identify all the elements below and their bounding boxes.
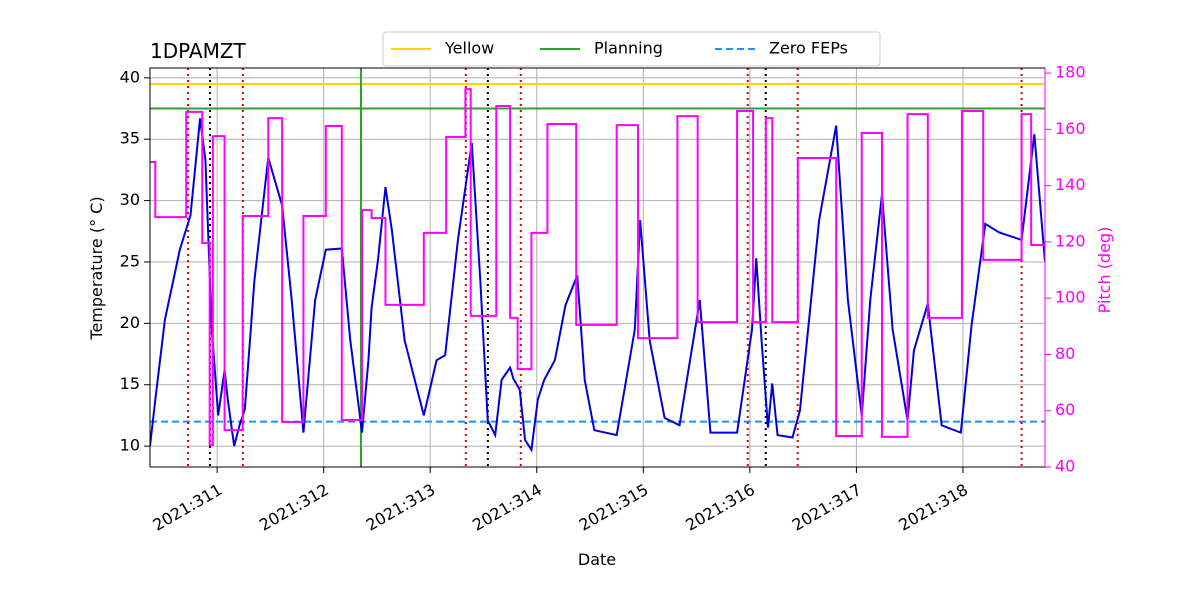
legend-label: Planning	[594, 39, 663, 58]
y2-tick-label: 60	[1055, 400, 1075, 419]
y2-tick-label: 80	[1055, 344, 1075, 363]
y2-tick-label: 100	[1055, 288, 1086, 307]
x-axis-label: Date	[578, 550, 616, 569]
plot-frame	[149, 67, 1046, 468]
x-tick-label: 2021:316	[682, 480, 758, 535]
x-tick-label: 2021:315	[576, 480, 652, 535]
series-line	[150, 88, 1045, 447]
y-tick-label: 35	[120, 129, 140, 148]
y2-tick-label: 40	[1055, 457, 1075, 476]
y-tick-label: 30	[120, 190, 140, 209]
legend-box	[382, 31, 881, 67]
y-tick-label: 10	[120, 436, 140, 455]
y2-tick-label: 160	[1055, 119, 1086, 138]
y2-tick-label: 120	[1055, 231, 1086, 250]
legend-label: Zero FEPs	[769, 39, 848, 58]
y-axis-label: Temperature (° C)	[87, 196, 106, 340]
x-tick-label: 2021:317	[789, 480, 865, 535]
chart-title: 1DPAMZT	[150, 39, 247, 63]
x-tick-label: 2021:314	[469, 480, 545, 535]
x-tick-label: 2021:311	[149, 480, 225, 535]
x-tick-label: 2021:312	[256, 480, 332, 535]
y2-tick-label: 140	[1055, 175, 1086, 194]
y-tick-label: 25	[120, 251, 140, 270]
y-tick-label: 15	[120, 374, 140, 393]
y-tick-label: 40	[120, 67, 140, 86]
x-tick-label: 2021:318	[895, 480, 971, 535]
x-tick-label: 2021:313	[363, 480, 439, 535]
y2-axis-label: Pitch (deg)	[1095, 227, 1114, 314]
y-tick-label: 20	[120, 313, 140, 332]
series-line	[150, 118, 1045, 453]
legend-label: Yellow	[444, 39, 494, 58]
y2-tick-label: 180	[1055, 63, 1086, 82]
